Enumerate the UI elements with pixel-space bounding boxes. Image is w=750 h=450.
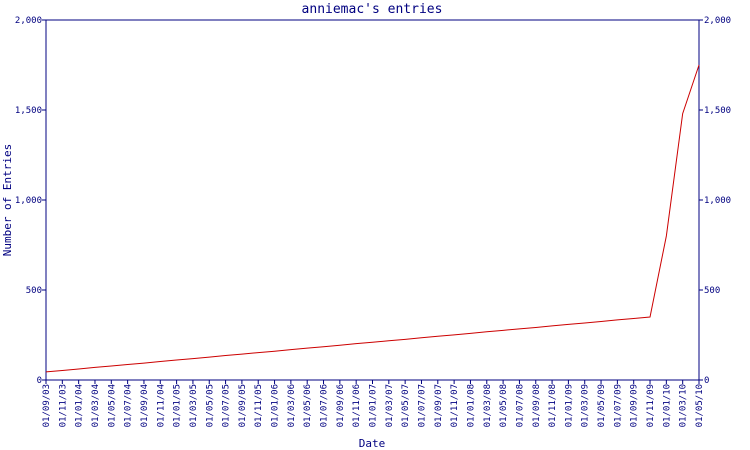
x-tick-label: 01/11/03 <box>58 384 68 427</box>
x-tick-label: 01/01/09 <box>564 384 574 427</box>
x-tick-label: 01/03/06 <box>287 384 297 427</box>
x-tick-label: 01/07/04 <box>124 384 134 427</box>
x-axis-title: Date <box>359 437 386 450</box>
x-tick-label: 01/01/10 <box>662 384 672 427</box>
x-tick-label: 01/07/05 <box>222 384 232 427</box>
x-tick-label: 01/09/09 <box>630 384 640 427</box>
y2-tick-label: 1,000 <box>704 196 731 206</box>
x-tick-label: 01/01/05 <box>173 384 183 427</box>
x-tick-label: 01/09/05 <box>238 384 248 427</box>
x-tick-label: 01/11/09 <box>646 384 656 427</box>
x-tick-label: 01/09/04 <box>140 384 150 427</box>
y-tick-label: 500 <box>26 286 42 296</box>
x-tick-label: 01/05/04 <box>107 384 117 427</box>
x-tick-label: 01/05/06 <box>303 384 313 427</box>
chart-title: anniemac's entries <box>302 2 443 17</box>
x-tick-label: 01/09/08 <box>532 384 542 427</box>
x-tick-label: 01/01/04 <box>75 384 85 427</box>
y-tick-label: 1,000 <box>15 196 42 206</box>
x-tick-label: 01/07/07 <box>417 384 427 427</box>
x-tick-label: 01/05/05 <box>205 384 215 427</box>
x-tick-label: 01/09/03 <box>42 384 52 427</box>
x-tick-label: 01/05/10 <box>695 384 705 427</box>
x-tick-label: 01/09/06 <box>336 384 346 427</box>
data-line <box>45 64 700 373</box>
x-tick-label: 01/09/07 <box>434 384 444 427</box>
y2-tick-label: 2,000 <box>704 16 731 26</box>
x-tick-label: 01/03/10 <box>679 384 689 427</box>
y-tick-label: 2,000 <box>15 16 42 26</box>
y-tick-label: 1,500 <box>15 106 42 116</box>
x-tick-label: 01/05/09 <box>597 384 607 427</box>
x-tick-label: 01/11/06 <box>352 384 362 427</box>
y-axis-title: Number of Entries <box>1 144 14 257</box>
x-tick-label: 01/01/07 <box>369 384 379 427</box>
x-tick-label: 01/11/07 <box>450 384 460 427</box>
plot-frame <box>45 19 700 381</box>
x-tick-label: 01/03/05 <box>189 384 199 427</box>
x-tick-label: 01/03/04 <box>91 384 101 427</box>
y2-tick-label: 500 <box>704 286 720 296</box>
x-tick-label: 01/05/08 <box>499 384 509 427</box>
x-tick-label: 01/07/08 <box>515 384 525 427</box>
x-tick-label: 01/03/09 <box>581 384 591 427</box>
x-tick-label: 01/05/07 <box>401 384 411 427</box>
x-tick-label: 01/07/06 <box>320 384 330 427</box>
x-tick-label: 01/11/04 <box>156 384 166 427</box>
x-tick-label: 01/11/08 <box>548 384 558 427</box>
x-tick-label: 01/07/09 <box>613 384 623 427</box>
y2-tick-label: 1,500 <box>704 106 731 116</box>
y-tick-label: 0 <box>37 376 42 386</box>
x-tick-label: 01/03/07 <box>385 384 395 427</box>
x-tick-label: 01/01/08 <box>466 384 476 427</box>
x-tick-label: 01/11/05 <box>254 384 264 427</box>
x-tick-label: 01/01/06 <box>271 384 281 427</box>
x-tick-label: 01/03/08 <box>483 384 493 427</box>
y2-tick-label: 0 <box>704 376 709 386</box>
